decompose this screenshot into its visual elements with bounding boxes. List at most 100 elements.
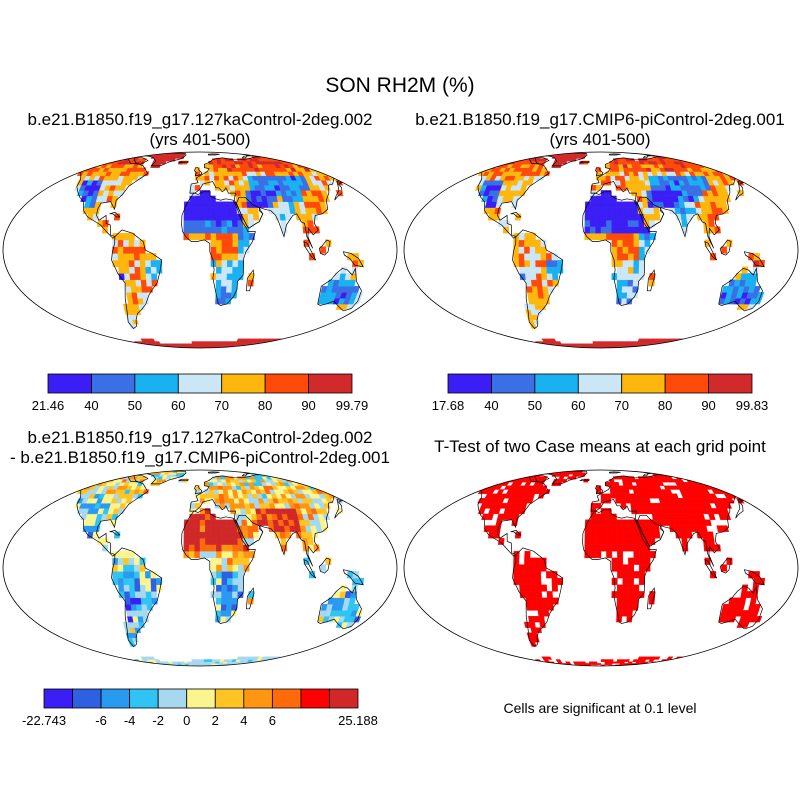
grid-cell	[632, 279, 639, 287]
grid-cell	[606, 525, 612, 532]
grid-cell	[129, 266, 136, 274]
grid-cell	[285, 158, 294, 162]
grid-cell	[294, 341, 304, 344]
grid-cell	[82, 346, 91, 348]
grid-cell	[678, 345, 686, 347]
grid-cell	[685, 346, 694, 348]
grid-cell	[355, 292, 364, 299]
grid-cell	[727, 482, 737, 486]
grid-cell	[250, 345, 259, 347]
grid-cell	[542, 345, 551, 347]
grid-cell	[306, 341, 316, 344]
grid-cell	[539, 345, 547, 347]
colorbar-swatch	[186, 688, 216, 709]
grid-cell	[215, 538, 222, 545]
grid-cell	[135, 597, 142, 605]
grid-cell	[688, 661, 697, 664]
grid-cell	[715, 343, 724, 346]
grid-cell	[600, 493, 607, 499]
grid-cell	[611, 207, 618, 215]
grid-cell	[675, 341, 684, 344]
grid-cell	[629, 498, 636, 504]
grid-cell	[494, 346, 502, 348]
grid-cell	[134, 239, 141, 247]
grid-cell	[231, 604, 238, 611]
grid-cell	[611, 232, 618, 241]
grid-cell	[642, 201, 649, 208]
grid-cell	[306, 345, 315, 347]
coastline-iceland	[178, 478, 189, 482]
grid-cell	[608, 659, 614, 662]
grid-cell	[212, 163, 219, 168]
grid-cell	[238, 346, 245, 348]
grid-cell	[535, 239, 542, 247]
grid-cell	[92, 213, 100, 221]
grid-cell	[540, 259, 547, 267]
grid-cell	[613, 160, 619, 165]
grid-cell	[622, 577, 629, 585]
grid-cell	[69, 343, 78, 346]
grid-cell	[306, 338, 315, 342]
grid-cell	[189, 513, 196, 520]
grid-cell	[491, 479, 500, 483]
grid-cell	[146, 597, 153, 605]
grid-cell	[539, 663, 547, 665]
grid-cell	[299, 346, 307, 348]
grid-cell	[123, 259, 130, 267]
colorbar-swatch	[664, 373, 709, 394]
grid-cell	[518, 253, 525, 261]
grid-cell	[739, 476, 751, 480]
grid-cell	[617, 259, 623, 267]
grid-cell	[117, 232, 125, 241]
grid-cell	[485, 343, 494, 346]
grid-cell	[490, 346, 499, 348]
grid-cell	[590, 531, 596, 539]
grid-cell	[734, 343, 744, 346]
grid-cell	[553, 346, 559, 348]
grid-cell	[57, 661, 67, 664]
grid-cell	[205, 232, 212, 241]
grid-cell	[479, 346, 488, 348]
grid-cell	[622, 213, 629, 221]
grid-cell	[322, 479, 332, 483]
grid-cell	[541, 279, 549, 287]
grid-cell	[72, 479, 82, 483]
grid-cell	[546, 266, 553, 274]
grid-cell	[330, 476, 341, 480]
grid-cell	[128, 571, 135, 579]
grid-cell	[316, 485, 326, 490]
grid-cell	[268, 154, 277, 157]
grid-cell	[278, 474, 287, 477]
grid-cell	[115, 661, 125, 664]
grid-cell	[55, 160, 66, 165]
grid-cell	[214, 180, 221, 186]
grid-cell	[622, 259, 629, 267]
grid-cell	[655, 345, 663, 347]
grid-cell	[231, 286, 238, 293]
grid-cell	[482, 345, 491, 347]
grid-cell	[317, 163, 327, 168]
coastline-indonesia	[704, 240, 718, 261]
grid-cell	[457, 341, 467, 344]
grid-cell	[622, 253, 629, 261]
coastline-samerica	[512, 229, 564, 329]
grid-cell	[486, 479, 496, 483]
grid-cell	[555, 341, 562, 344]
colorbar-swatch	[157, 688, 188, 709]
grid-cell	[131, 345, 138, 347]
grid-cell	[694, 338, 704, 342]
grid-cell	[278, 156, 287, 159]
grid-cell	[313, 160, 323, 165]
grid-cell	[199, 525, 206, 532]
grid-cell	[204, 163, 210, 168]
grid-cell	[194, 219, 201, 227]
grid-cell	[703, 476, 712, 480]
grid-cell	[334, 163, 345, 168]
grid-cell	[93, 158, 103, 162]
grid-cell	[501, 664, 510, 666]
grid-cell	[297, 158, 307, 162]
grid-cell	[229, 503, 236, 509]
colorbar-tick-label: 2	[212, 713, 219, 728]
grid-cell	[113, 474, 122, 477]
grid-cell	[721, 246, 727, 254]
